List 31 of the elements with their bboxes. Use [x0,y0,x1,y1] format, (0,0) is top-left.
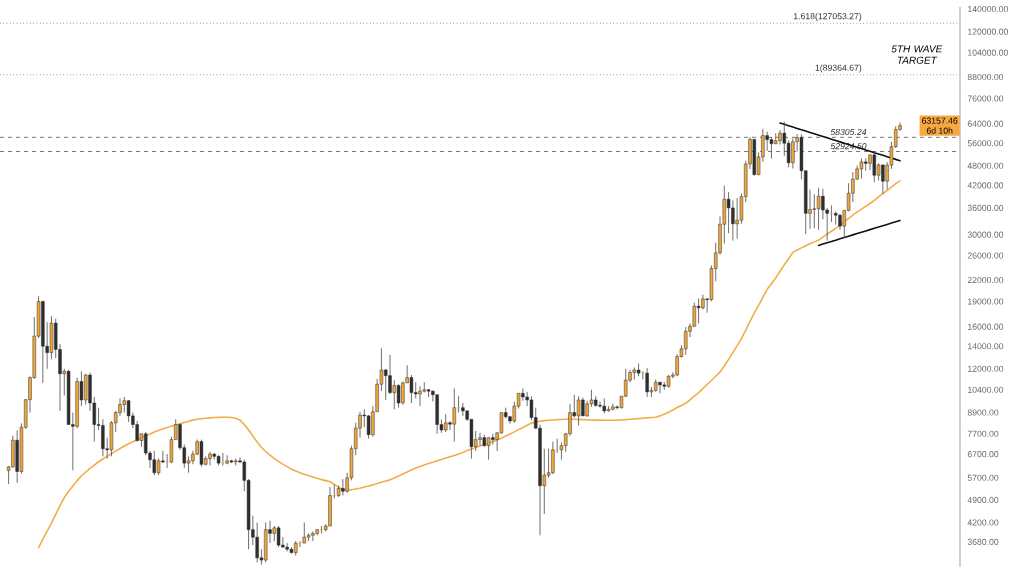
ref-line-label: 58305.24 [830,128,867,136]
y-tick-label: 36000.00 [967,204,1004,211]
y-tick-label: 42000.00 [967,182,1004,189]
y-tick-label: 6700.00 [967,451,999,458]
text: 63157.46 [922,117,958,124]
y-tick-label: 4200.00 [967,519,999,526]
ref-line-label: 1.618(127053.27) [793,12,862,21]
y-tick-label: 19000.00 [968,298,1004,305]
y-tick-label: 120000.00 [968,28,1008,35]
y-tick-label: 3680.00 [967,538,999,545]
y-tick-label: 140000.00 [968,5,1008,13]
annotation: 5TH WAVE TARGET [891,45,943,64]
text: 6d 10h [926,127,953,134]
y-tick-label: 5700.00 [967,474,999,481]
y-tick-label: 8900.00 [967,409,999,416]
y-tick-label: 22000.00 [967,276,1004,284]
y-tick-label: 88000.00 [967,73,1004,81]
y-tick-label: 104000.00 [968,49,1008,56]
y-tick-label: 76000.00 [967,95,1004,102]
y-tick-label: 10400.00 [968,386,1004,393]
y-tick-label: 30000.00 [967,231,1004,238]
y-tick-label: 12000.00 [968,365,1004,372]
y-tick-label: 14000.00 [968,343,1004,350]
y-tick-label: 4900.00 [967,496,999,503]
y-tick-label: 48000.00 [967,162,1004,169]
y-tick-label: 7700.00 [967,430,999,437]
y-tick-label: 56000.00 [967,140,1004,147]
y-tick-label: 16000.00 [968,323,1004,330]
y-tick-label: 64000.00 [967,120,1004,127]
y-tick-label: 26000.00 [967,252,1004,259]
ref-line-label: 1(89364.67) [815,64,862,73]
